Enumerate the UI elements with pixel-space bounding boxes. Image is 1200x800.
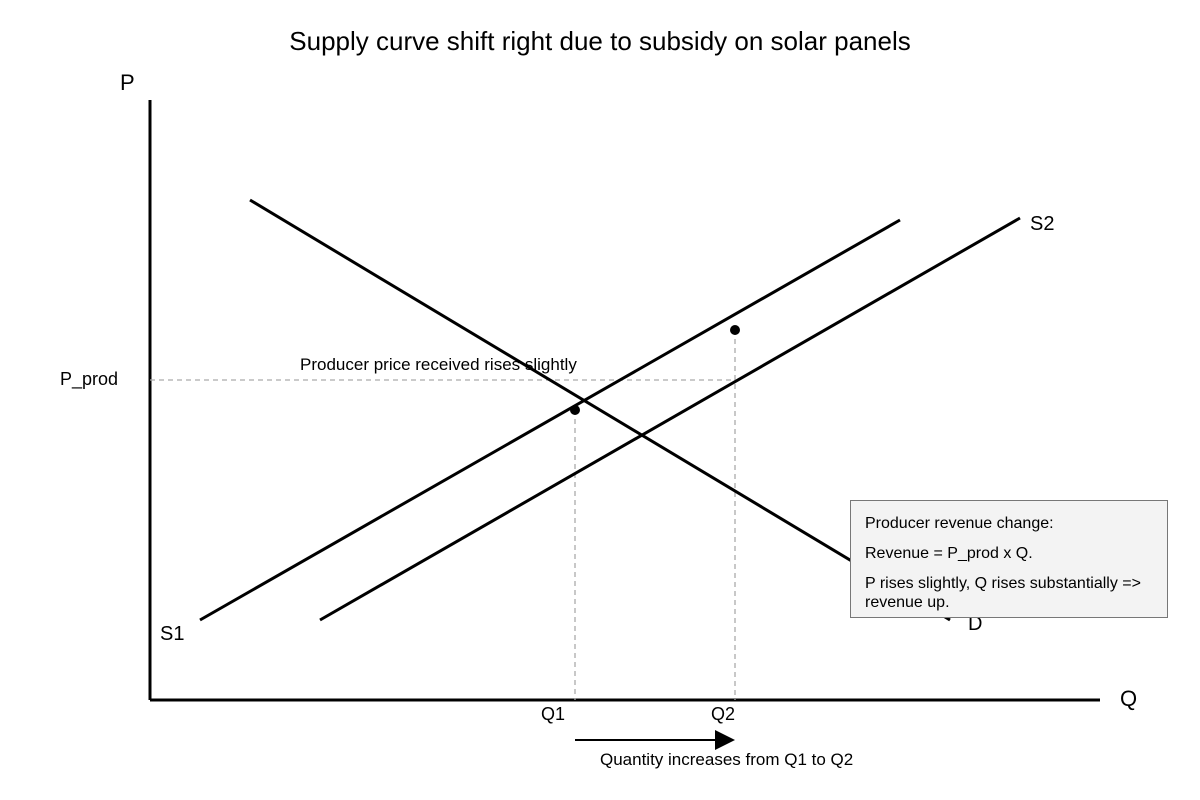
note-line-1: Revenue = P_prod x Q. <box>865 545 1033 562</box>
note-heading: Producer revenue change: <box>865 515 1054 532</box>
revenue-note-box: Producer revenue change: Revenue = P_pro… <box>850 500 1168 618</box>
equilibrium-point-1 <box>570 405 580 415</box>
price-note: Producer price received rises slightly <box>300 355 577 374</box>
supply-curve-s1 <box>199 218 901 622</box>
equilibrium-point-2 <box>730 325 740 335</box>
s1-label: S1 <box>160 623 184 645</box>
price-label: P_prod <box>60 369 118 390</box>
s2-label: S2 <box>1030 213 1054 235</box>
x-axis-label: Q <box>1120 686 1137 711</box>
chart-title: Supply curve shift right due to subsidy … <box>289 26 910 56</box>
y-axis-label: P <box>120 70 135 95</box>
supply-curve-s2 <box>319 216 1021 622</box>
q2-label: Q2 <box>711 704 735 724</box>
d-label: D <box>968 613 982 635</box>
quantity-note: Quantity increases from Q1 to Q2 <box>600 750 853 769</box>
demand-curve <box>249 198 951 622</box>
q1-label: Q1 <box>541 704 565 724</box>
note-line-2: P rises slightly, Q rises substantially … <box>865 575 1141 611</box>
